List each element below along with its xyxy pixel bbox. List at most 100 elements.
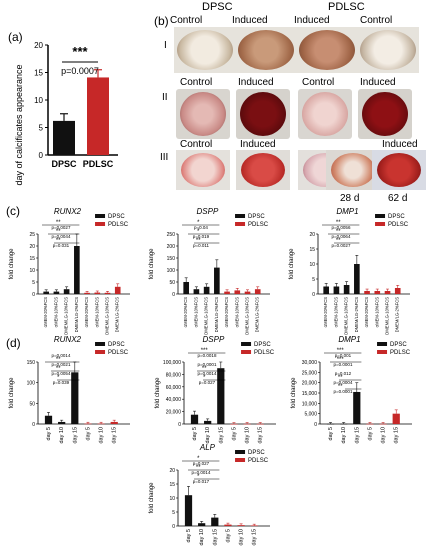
xtick-label: αMEM-20%FCS (84, 297, 89, 328)
sig-pvalue: p=0.031 (53, 243, 70, 248)
well-dpsc-control (177, 30, 233, 70)
bar-dpsc (198, 523, 206, 526)
bar-pdlsc (237, 525, 245, 526)
panel-c-charts: RUNX2 fold change 0 5 10 15 20 25 αMEM-20%FCS αME… (9, 208, 410, 335)
panel-b-label: (b) (154, 14, 169, 28)
xtick-label: DMEM/LG-10%FCS (245, 297, 250, 335)
xtick-label: day 15 (252, 529, 258, 546)
row3-label-3: Induced (382, 139, 418, 150)
xtick-label: day 15 (212, 529, 218, 546)
xtick-label: day 5 (186, 529, 192, 542)
xtick-label: αMEM-10%FCS (234, 297, 239, 328)
panel-a-ytick-label: 0 (39, 151, 44, 160)
xtick-label: day 10 (199, 529, 205, 546)
xtick-label: day 10 (245, 427, 251, 444)
chart-ytick-label: 5 (312, 277, 315, 283)
chart-ytick-label: 60,000 (166, 385, 182, 391)
xtick-label: αMEM-10%FCS (94, 297, 99, 328)
chart-ytick-label: 250 (167, 232, 176, 238)
bar-pdlsc (97, 423, 105, 425)
bar-dpsc (203, 286, 210, 294)
sig-stars: ** (56, 357, 61, 363)
legend-swatch-dpsc (377, 342, 388, 346)
sig-pvalue: p=0.0014 (192, 470, 211, 475)
bar-pdlsc (114, 286, 121, 294)
sig-stars: *** (201, 348, 209, 354)
sig-stars: ** (338, 384, 343, 390)
xtick-label: DMEM/LG-10%FCS (105, 297, 110, 335)
xtick-label: day 15 (258, 427, 264, 444)
sig-pvalue: p=0.0056 (332, 225, 351, 230)
well-pdlsc-induced (299, 30, 355, 70)
bar-dpsc (58, 421, 66, 424)
legend-label-dpsc: DPSC (108, 342, 125, 348)
xtick-label: day 15 (112, 427, 118, 444)
xtick-label: DMEM/LG-2%FCS (214, 297, 219, 333)
panel-a-label: (a) (8, 30, 23, 44)
chart-ytick-label: 30,000 (302, 360, 318, 366)
chart-ytick-label: 5 (172, 510, 175, 516)
sig-pvalue: p=0.0001 (198, 362, 217, 367)
sig-pvalue: p=0.0064 (332, 234, 351, 239)
chart-ytick-label: 200 (167, 244, 176, 250)
bar-dpsc (343, 285, 350, 294)
bar-pdlsc (244, 291, 251, 294)
legend-swatch-dpsc (95, 342, 106, 346)
xtick-label: αMEM-10%FCS (374, 297, 379, 328)
legend-label-dpsc: DPSC (390, 342, 407, 348)
chart-ylabel: fold change (149, 482, 155, 514)
bar-dpsc (63, 289, 70, 294)
chart-ytick-label: 150 (27, 360, 36, 366)
bar-dpsc (326, 423, 335, 425)
chart-title: DMP1 (338, 336, 360, 344)
bar-pdlsc (250, 525, 258, 527)
chart-runx2: RUNX2 fold change 0 5 10 15 20 25 αMEM-20%FCS αME… (9, 208, 130, 335)
panel-d-label: (d) (6, 336, 21, 350)
sig-stars: ** (338, 375, 343, 381)
chart-ytick-label: 0 (172, 524, 175, 530)
xtick-label: day 10 (381, 427, 387, 444)
chart-ytick-label: 25 (29, 232, 35, 238)
bar-pdlsc (374, 291, 381, 294)
xtick-label: day 15 (354, 427, 360, 444)
sig-pvalue: p=0.0014 (52, 353, 71, 358)
chart-ytick-label: 100 (167, 268, 176, 274)
chart-ytick-label: 80,000 (166, 372, 182, 378)
row2-label-1: Control (180, 77, 213, 88)
panel-a-xtick-pdlsc: PDLSC (83, 159, 114, 169)
panel-c-label: (c) (6, 204, 20, 218)
sig-pvalue: p=0.012 (335, 371, 352, 376)
legend-swatch-pdlsc (235, 458, 246, 462)
chart-ytick-label: 10 (309, 262, 315, 268)
xtick-label: day 10 (341, 427, 347, 444)
sig-stars: ** (336, 238, 341, 244)
sig-pvalue: p=0.001 (335, 353, 352, 358)
legend-label-pdlsc: PDLSC (248, 458, 269, 464)
legend-label-dpsc: DPSC (388, 214, 405, 220)
legend-label-pdlsc: PDLSC (388, 222, 409, 228)
bar-dpsc (353, 391, 361, 424)
chart-ytick-label: 0 (172, 292, 175, 298)
xtick-label: day 5 (328, 427, 334, 440)
legend-swatch-pdlsc (235, 222, 246, 226)
row2-label-4: Induced (360, 77, 396, 88)
row3-label-2: Induced (240, 139, 276, 150)
sig-stars: * (197, 456, 200, 462)
row-label-III: III (160, 152, 169, 163)
xtick-label: day 10 (205, 427, 211, 444)
panel-a: (a) day of calcificates appearance 0 5 10 1… (0, 0, 150, 190)
xtick-label: DMEM/LG-10%FCS (385, 297, 390, 335)
sig-pvalue: p=0.019 (193, 234, 210, 239)
chart-ytick-label: 0 (314, 422, 317, 428)
bar-dpsc (44, 415, 53, 424)
row3-label-1: Control (180, 139, 213, 150)
xtick-label: DMEM/LG-2%FCS (354, 297, 359, 333)
legend-label-pdlsc: PDLSC (254, 350, 275, 356)
chart-ytick-label: 20 (309, 232, 315, 238)
chart-dmp1: DMP1 fold change 0 5,000 10,000 15,000 20,000 2… (291, 336, 412, 444)
sig-pvalue: p=0.0054 (52, 371, 71, 376)
bar-dpsc (184, 495, 193, 526)
chart-ytick-label: 0 (312, 292, 315, 298)
xtick-label: αMEM-20%FCS (323, 297, 328, 328)
